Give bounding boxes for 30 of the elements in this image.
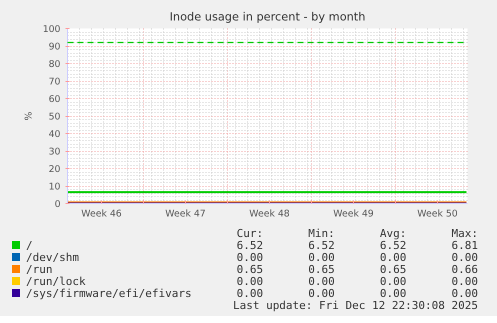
- y-tick-label: 20: [48, 164, 61, 175]
- x-tick-label: Week 48: [249, 208, 290, 220]
- y-tick-label: 80: [48, 59, 61, 70]
- legend-label: /: [25, 239, 34, 252]
- text: 0.00 0.00 0.00 0.00: [236, 251, 478, 264]
- legend-label: /dev/shm: [25, 251, 80, 264]
- text: Last update: Fri Dec 12 22:30:08 2025: [232, 299, 478, 312]
- text: 0.00 0.00 0.00 0.00: [236, 275, 478, 288]
- x-tick-label: Week 46: [81, 208, 122, 220]
- legend-label: /sys/firmware/efi/efivars: [25, 287, 192, 300]
- legend-label: /run: [25, 263, 54, 276]
- legend-label: /run/lock: [25, 275, 87, 288]
- y-tick-label: 10: [48, 182, 61, 192]
- x-tick-label: Week 50: [417, 208, 458, 220]
- x-tick-label: Week 49: [333, 208, 374, 220]
- text: 6.52 6.52 6.52 6.81: [236, 239, 478, 252]
- y-tick-label: 0: [54, 199, 61, 210]
- x-tick-label: Week 47: [165, 208, 206, 220]
- y-tick-label: 40: [48, 129, 61, 140]
- text: 0.00 0.00 0.00 0.00: [236, 287, 478, 300]
- y-tick-label: 100: [42, 24, 61, 35]
- y-tick-label: 70: [48, 76, 61, 88]
- text: 0.65 0.65 0.65 0.66: [236, 263, 478, 276]
- chart-title: Inode usage in percent - by month: [170, 10, 366, 24]
- y-tick-label: 50: [48, 112, 61, 122]
- y-axis-title: %: [24, 111, 35, 120]
- y-tick-label: 90: [48, 42, 61, 52]
- y-tick-label: 30: [48, 146, 61, 158]
- text: Cur: Min: Avg: Max:: [236, 227, 478, 240]
- y-tick-label: 60: [48, 94, 61, 105]
